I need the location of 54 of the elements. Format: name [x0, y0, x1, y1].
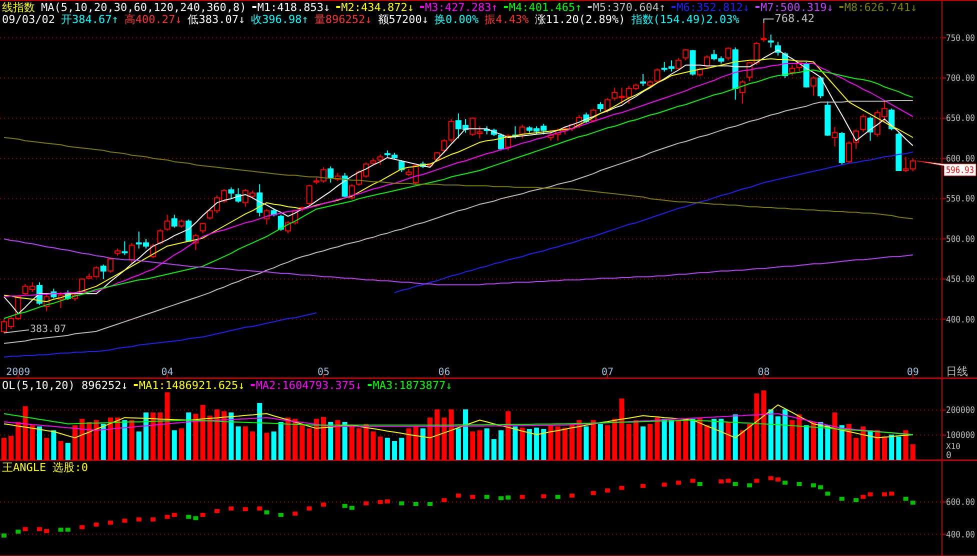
annotation: 换0.00%: [434, 13, 480, 26]
y-tick-label: 200000: [946, 406, 977, 416]
x-tick-label: 2009: [6, 367, 30, 378]
legend-label: M5:370.604↑: [592, 1, 666, 14]
annotation: 额57200↓: [378, 13, 429, 26]
x-tick-label: 05: [317, 367, 330, 378]
legend-title: OL(5,10,20) 896252↓: [2, 379, 128, 392]
annotation: 开384.67↑: [60, 13, 118, 26]
y-tick-label: 650.00: [946, 114, 977, 124]
line-series: [4, 238, 914, 286]
x-tick-label: 07: [602, 367, 614, 378]
annotation: 收396.98↑: [251, 13, 308, 26]
line-series: [4, 137, 914, 220]
legend-label: M7:500.319↓: [760, 1, 834, 14]
line-series: [4, 100, 914, 344]
annotation: 768.42: [774, 12, 815, 25]
y-tick-label: 700.00: [946, 74, 977, 84]
annotation: 量896252↓: [314, 13, 372, 26]
annotation: 振4.43%: [484, 13, 530, 26]
y-tick-label: 600.00: [946, 154, 977, 164]
legend-label: MA2:1604793.375↓: [256, 379, 362, 392]
y-tick-label: 400.00: [946, 315, 977, 326]
legend-label: M8:626.741↓: [844, 1, 918, 14]
y-tick-label: 400.00: [946, 530, 977, 540]
annotation: 涨11.20(2.89%): [534, 13, 626, 26]
y-tick-label: 600.00: [946, 498, 977, 508]
y-axis-title: X10: [946, 442, 961, 451]
annotation: 高400.27↓: [124, 13, 182, 26]
text: 596.93: [946, 166, 977, 176]
annotation: 指数(154.49)2.03%: [630, 13, 740, 26]
chart-title: 王ANGLE 选股:0: [2, 461, 88, 474]
chart-title: 线指数: [2, 1, 35, 14]
legend-label: M3:427.283↑: [425, 1, 498, 14]
y-tick-label: 100000: [946, 431, 977, 442]
y-tick-label: 0: [946, 451, 952, 461]
annotation: 09/03/02: [2, 13, 55, 26]
annotation: 383.07: [30, 324, 66, 335]
legend-label: MA1:1486921.625↓: [138, 379, 245, 392]
legend-label: M4:401.465↑: [508, 1, 582, 14]
y-tick-label: 750.00: [946, 34, 977, 44]
y-tick-label: 550.00: [946, 194, 977, 205]
x-tick-label: 08: [758, 367, 770, 378]
x-axis-title: 日线: [946, 365, 968, 378]
x-tick-label: 09: [906, 367, 919, 378]
x-tick-label: 06: [438, 367, 450, 378]
legend-label: MA3:1873877↓: [372, 379, 452, 392]
annotation: 低383.07↓: [188, 13, 246, 26]
legend-label: M2:434.872↓: [341, 1, 414, 14]
legend-title: MA(5,10,20,30,60,120,240,360,8): [41, 1, 246, 14]
x-tick-label: 04: [161, 367, 174, 378]
y-tick-label: 450.00: [946, 275, 977, 286]
y-tick-label: 500.00: [946, 234, 977, 245]
legend-label: M6:352.812↓: [676, 1, 750, 14]
legend-label: M1:418.853↓: [257, 1, 330, 14]
